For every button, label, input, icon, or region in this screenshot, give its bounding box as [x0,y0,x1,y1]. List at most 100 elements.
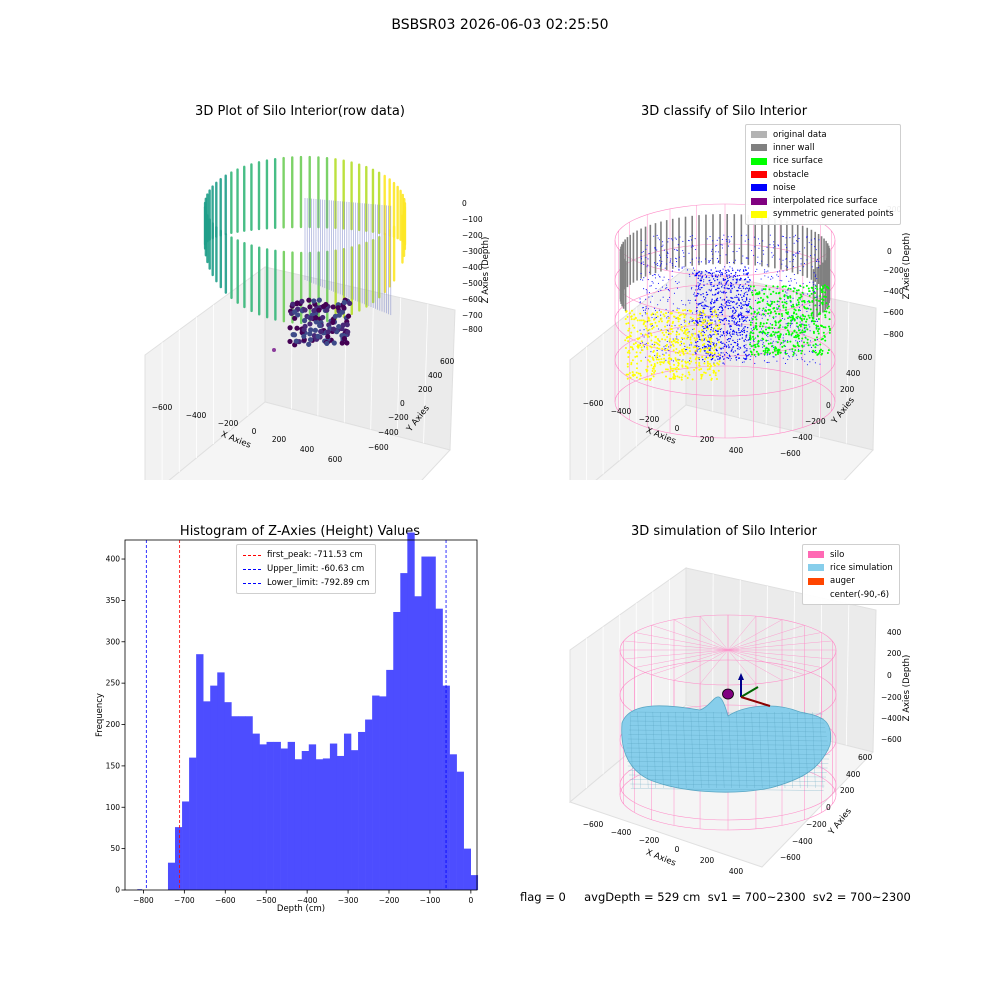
noise-point [761,333,764,335]
rice-surface-point [789,299,792,302]
data-point [292,309,298,315]
histogram-bar [273,741,281,890]
rice-surface-point [767,312,770,315]
noise-point [682,240,684,242]
rice-surface-point [750,307,753,310]
noise-point [698,271,701,273]
noise-point [710,353,712,355]
rice-surface-point [811,316,814,319]
noise-point [725,301,727,304]
noise-point [815,249,817,251]
noise-point [716,330,719,333]
noise-point [721,247,724,249]
noise-point [723,234,725,236]
noise-point [698,257,700,259]
raw-z-tick: −500 [462,279,483,288]
noise-point [666,341,668,343]
noise-point [732,261,735,263]
noise-point [667,330,669,332]
noise-point [697,293,700,295]
symmetric-point [651,369,654,372]
noise-point [697,288,700,290]
symmetric-point [653,344,656,347]
noise-point [741,325,743,327]
noise-point [718,318,721,320]
symmetric-point [634,355,637,358]
classify-z-tick: −200 [883,266,904,275]
symmetric-point [678,376,681,379]
silo-spoke [651,649,729,675]
symmetric-point [674,337,677,340]
symmetric-point [717,327,720,330]
noise-point [744,303,747,305]
rice-surface-point [792,290,795,293]
noise-point [739,338,741,340]
rice-surface-point [808,290,811,293]
noise-point [772,342,774,344]
noise-point [782,357,784,359]
symmetric-point [718,323,721,326]
raw-z-axis-label: Z Axies (Depth) [481,237,491,304]
noise-point [818,261,820,263]
noise-point [672,303,674,305]
noise-point [753,236,755,238]
noise-point [734,341,737,344]
noise-point [763,271,765,273]
symmetric-point [661,371,664,374]
noise-point [701,315,703,317]
rice-surface-point [785,326,788,329]
rice-simulation-surface [621,696,832,793]
rice-surface-point [828,325,831,328]
noise-point [759,263,761,265]
noise-point [779,258,781,260]
data-point [292,315,298,321]
noise-point [808,324,810,326]
symmetric-point [628,312,631,315]
auger-marker [722,673,771,707]
noise-point [778,301,780,303]
noise-point [796,318,798,320]
symmetric-point [693,337,696,340]
histogram-bar [322,758,331,890]
noise-point [697,275,700,277]
noise-point [746,272,748,274]
data-point [294,325,300,331]
symmetric-point [628,371,631,374]
noise-point [695,353,697,355]
noise-point [742,328,744,330]
symmetric-point [706,319,709,322]
rice-surface-point [752,285,755,288]
noise-point [738,304,740,307]
histogram-bar [167,862,176,890]
symmetric-point [652,375,655,378]
symmetric-point [638,319,641,322]
symmetric-point [715,325,718,328]
rice-surface-point [806,328,809,331]
noise-point [762,343,764,345]
rice-surface-point [770,334,773,337]
noise-point [712,278,715,280]
noise-point [746,305,749,307]
histogram-bar [245,716,253,890]
rice-surface-point [773,310,776,313]
rice-surface-point [790,333,793,336]
noise-point [785,275,787,277]
noise-point [738,247,740,249]
noise-point [744,291,746,293]
noise-point [730,291,732,293]
noise-point [662,244,664,246]
rice-surface-point [762,313,765,316]
noise-point [663,276,665,278]
noise-point [731,301,734,303]
x-tick-label: −500 [256,896,277,905]
noise-point [760,314,762,316]
rice-surface-point [756,312,759,315]
symmetric-point [652,365,655,368]
noise-point [781,317,784,320]
noise-point [725,239,727,241]
symmetric-point [667,332,670,335]
rice-surface-point [785,302,788,305]
noise-point [750,328,752,330]
grid-line [370,291,374,430]
noise-point [707,344,709,346]
